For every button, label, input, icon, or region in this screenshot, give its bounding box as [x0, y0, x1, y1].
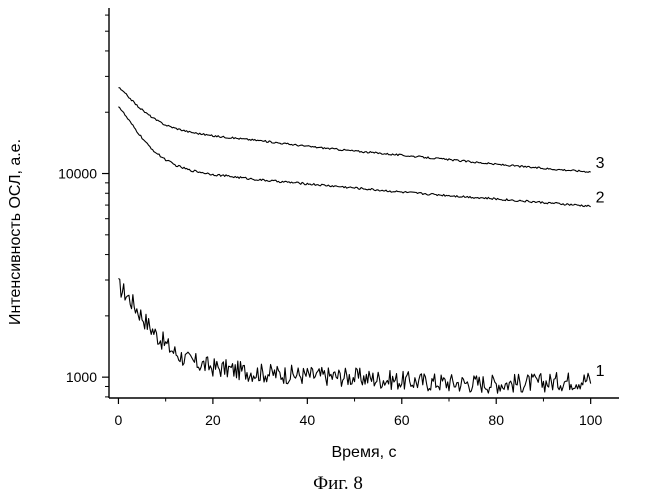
y-axis-label: Интенсивность ОСЛ, а.е.	[7, 139, 24, 325]
axes-frame	[109, 8, 619, 398]
series-2-line	[118, 107, 590, 207]
y-tick-label: 10000	[58, 166, 97, 182]
x-tick-label: 40	[300, 412, 316, 428]
series-3-label: 3	[596, 155, 605, 172]
series-1-label: 1	[596, 363, 605, 380]
axis-ticks: 0 20 40 60 80 100 1000 10000	[58, 15, 602, 428]
y-tick-label: 1000	[66, 369, 97, 385]
x-tick-label: 60	[394, 412, 410, 428]
series-1-line	[118, 279, 590, 394]
x-tick-label: 80	[488, 412, 504, 428]
series-lines	[118, 88, 590, 394]
x-tick-label: 20	[205, 412, 221, 428]
series-labels: 1 2 3	[596, 155, 605, 380]
series-3-line	[118, 88, 590, 173]
x-tick-label: 100	[579, 412, 603, 428]
figure-caption: Фиг. 8	[313, 473, 363, 494]
x-tick-label: 0	[115, 412, 123, 428]
series-2-label: 2	[596, 189, 605, 206]
x-axis-label: Время, с	[331, 444, 396, 461]
